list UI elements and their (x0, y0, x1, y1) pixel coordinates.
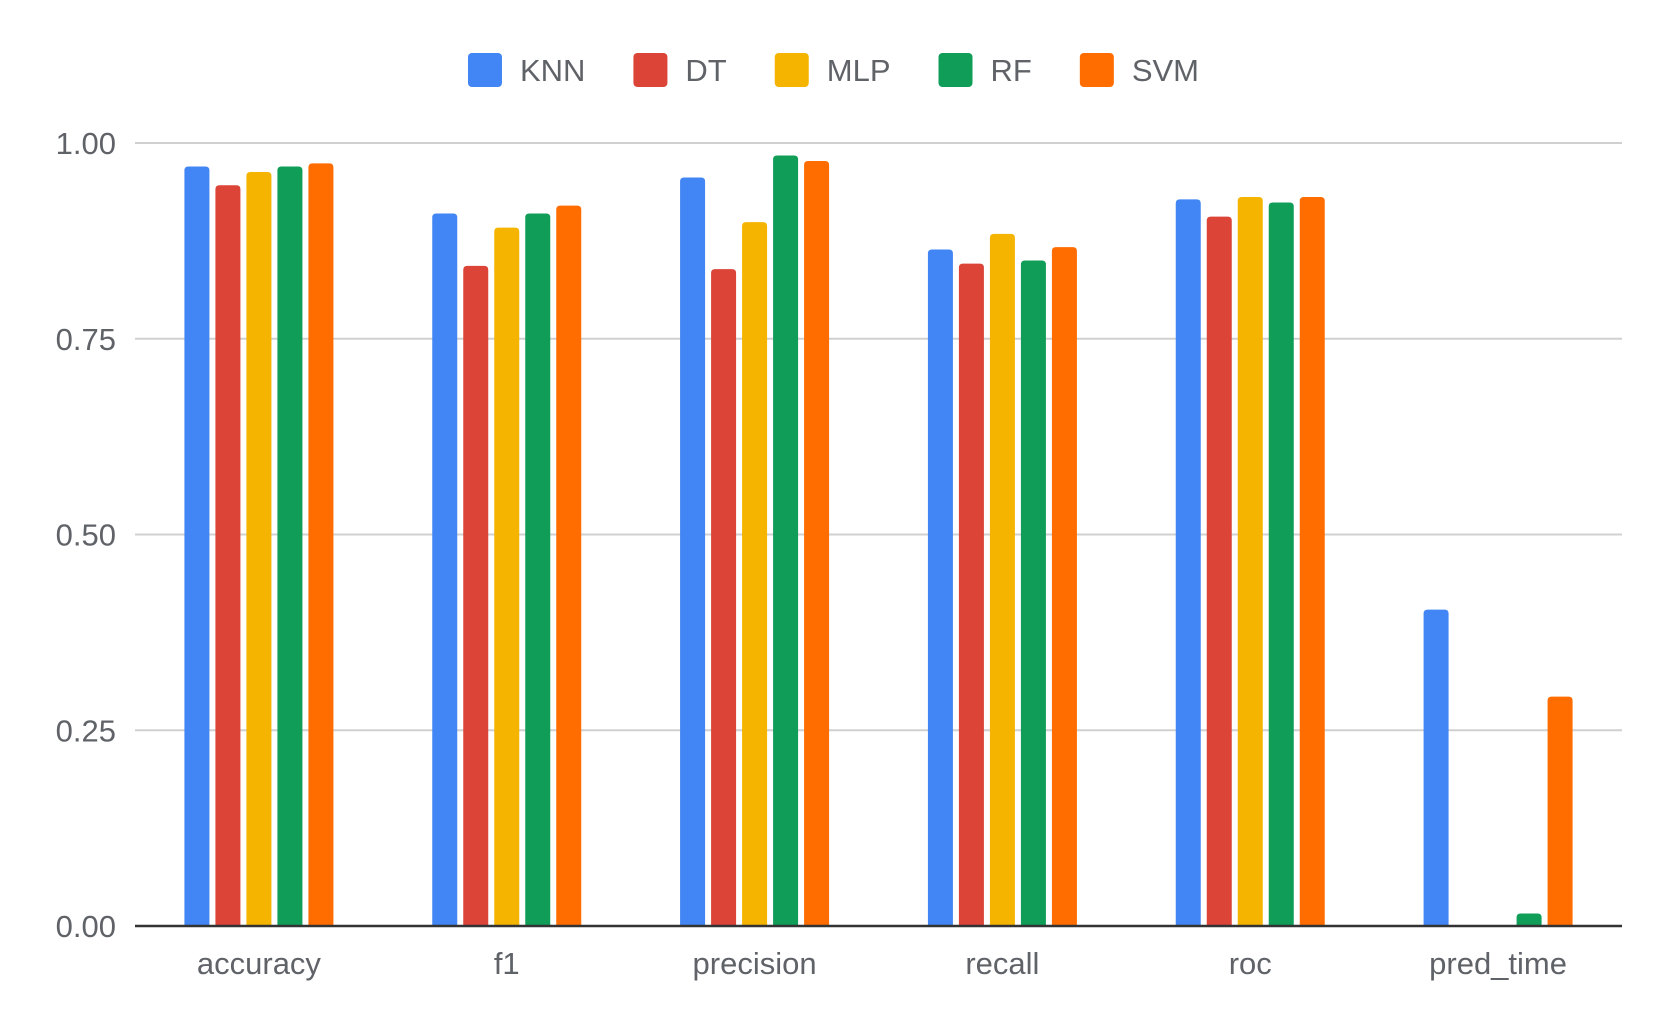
bars (184, 155, 1573, 927)
bar-svm-recall (1051, 247, 1077, 926)
x-tick-label: precision (693, 946, 817, 981)
y-tick-label: 0.25 (56, 713, 116, 748)
gridlines (135, 142, 1622, 732)
bar-dt-precision (711, 269, 737, 926)
legend-label: RF (991, 53, 1032, 88)
x-tick-label: accuracy (197, 946, 322, 981)
bar-rf-pred-time (1516, 913, 1542, 926)
bar-knn-recall (927, 249, 953, 926)
bar-svm-precision (804, 161, 830, 926)
bar-dt-accuracy (215, 185, 241, 927)
bar-dt-roc (1206, 216, 1232, 927)
x-axis-tick-labels: accuracy f1 precision recall roc pred_time (197, 946, 1567, 981)
x-tick-label: roc (1229, 946, 1272, 981)
x-tick-label: f1 (494, 946, 520, 981)
legend-label: SVM (1132, 53, 1199, 88)
legend-swatch-dt (633, 53, 668, 87)
bar-svm-roc (1299, 197, 1325, 927)
x-tick-label: pred_time (1429, 946, 1567, 981)
bar-svm-accuracy (308, 163, 334, 926)
legend-swatch-mlp (774, 53, 809, 87)
legend-label: DT (685, 53, 726, 88)
bar-rf-accuracy (277, 166, 303, 927)
bar-knn-pred-time (1423, 609, 1449, 926)
y-tick-label: 0.50 (56, 518, 116, 553)
bar-knn-precision (680, 177, 706, 926)
bar-rf-roc (1268, 202, 1294, 926)
legend-swatch-svm (1079, 53, 1114, 87)
bar-mlp-accuracy (246, 171, 272, 926)
y-tick-label: 0.00 (56, 909, 116, 944)
bar-dt-f1 (463, 265, 489, 926)
bar-knn-accuracy (184, 166, 210, 927)
bar-mlp-f1 (494, 227, 520, 927)
bar-mlp-precision (742, 222, 768, 926)
y-tick-label: 0.75 (56, 322, 116, 357)
bar-dt-recall (958, 263, 984, 926)
y-tick-label: 1.00 (56, 126, 116, 161)
bar-svm-pred-time (1547, 696, 1573, 926)
x-tick-label: recall (965, 946, 1039, 981)
bar-mlp-roc (1237, 197, 1263, 927)
bar-svm-f1 (556, 205, 582, 926)
legend-swatch-knn (467, 53, 502, 87)
bar-knn-roc (1175, 199, 1201, 927)
legend-label: MLP (827, 53, 891, 88)
legend-swatch-rf (938, 53, 973, 87)
legend: KNN DT MLP RF SVM (467, 53, 1199, 88)
bar-rf-recall (1020, 260, 1046, 926)
bar-mlp-recall (989, 233, 1015, 926)
bar-rf-precision (773, 155, 799, 926)
bar-rf-f1 (525, 213, 551, 927)
legend-label: KNN (520, 53, 585, 88)
y-axis-tick-labels: 0.00 0.25 0.50 0.75 1.00 (56, 126, 116, 944)
bar-knn-f1 (432, 213, 458, 927)
